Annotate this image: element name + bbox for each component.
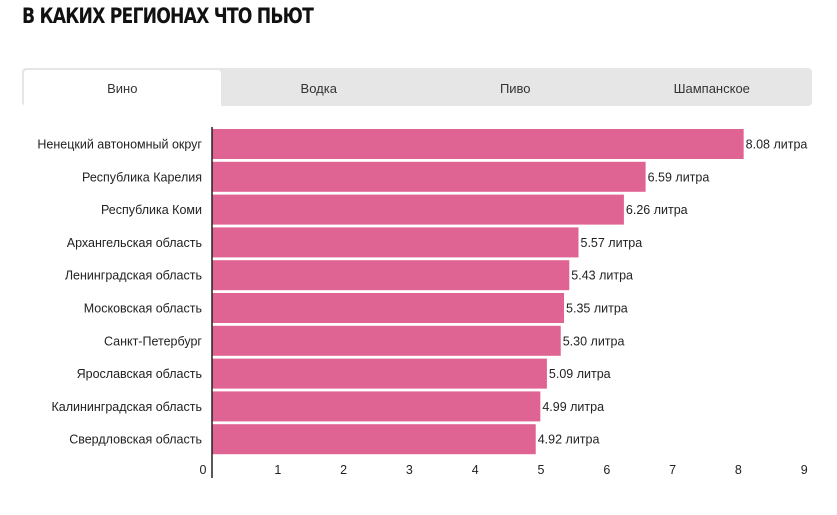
x-tick-label: 3 (406, 463, 413, 477)
category-label: Санкт-Петербург (104, 334, 202, 348)
tab-bar: Вино Водка Пиво Шампанское (22, 68, 812, 106)
category-label: Ярославская область (77, 367, 202, 381)
value-label: 5.57 литра (581, 236, 643, 250)
value-label: 4.99 литра (542, 400, 604, 414)
x-tick-label: 0 (200, 463, 207, 477)
bar (212, 358, 547, 389)
tab-vodka[interactable]: Водка (300, 80, 337, 96)
bar (212, 424, 536, 455)
x-tick-label: 2 (340, 463, 347, 477)
category-label: Московская область (84, 302, 202, 316)
x-tick-label: 6 (603, 463, 610, 477)
bar (212, 293, 565, 323)
category-label: Калининградская область (51, 400, 202, 414)
value-label: 4.92 литра (538, 433, 600, 447)
bar (212, 325, 561, 356)
x-tick-label: 1 (274, 463, 281, 477)
bar (212, 227, 579, 258)
tab-wine[interactable]: Вино (24, 70, 221, 106)
value-label: 5.30 литра (563, 334, 625, 348)
x-tick-label: 8 (735, 463, 742, 477)
value-label: 8.08 литра (746, 138, 808, 152)
x-tick-label: 7 (669, 463, 676, 477)
bar (212, 129, 744, 159)
category-label: Республика Карелия (82, 170, 202, 184)
tab-champagne[interactable]: Шампанское (673, 80, 750, 96)
bar (212, 260, 570, 291)
category-label: Архангельская область (67, 236, 202, 250)
value-label: 5.43 литра (571, 269, 633, 283)
page-title: В КАКИХ РЕГИОНАХ ЧТО ПЬЮТ (22, 4, 314, 28)
x-tick-label: 9 (801, 463, 808, 477)
value-label: 6.26 литра (626, 203, 688, 217)
x-tick-label: 5 (538, 463, 545, 477)
category-label: Ненецкий автономный округ (37, 138, 202, 152)
category-label: Свердловская область (69, 433, 202, 447)
value-label: 6.59 литра (648, 170, 710, 184)
bar (212, 161, 646, 192)
x-tick-label: 4 (472, 463, 479, 477)
bar (212, 194, 624, 225)
category-label: Ленинградская область (65, 269, 202, 283)
bar (212, 391, 541, 422)
value-label: 5.35 литра (566, 302, 628, 316)
category-label: Республика Коми (101, 203, 202, 217)
value-label: 5.09 литра (549, 367, 611, 381)
tab-beer[interactable]: Пиво (499, 80, 531, 96)
